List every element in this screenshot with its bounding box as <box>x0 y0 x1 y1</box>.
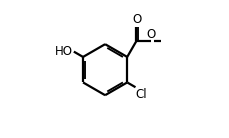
Text: O: O <box>146 28 155 41</box>
Text: HO: HO <box>55 45 73 58</box>
Text: Cl: Cl <box>135 88 147 101</box>
Text: O: O <box>132 13 141 26</box>
